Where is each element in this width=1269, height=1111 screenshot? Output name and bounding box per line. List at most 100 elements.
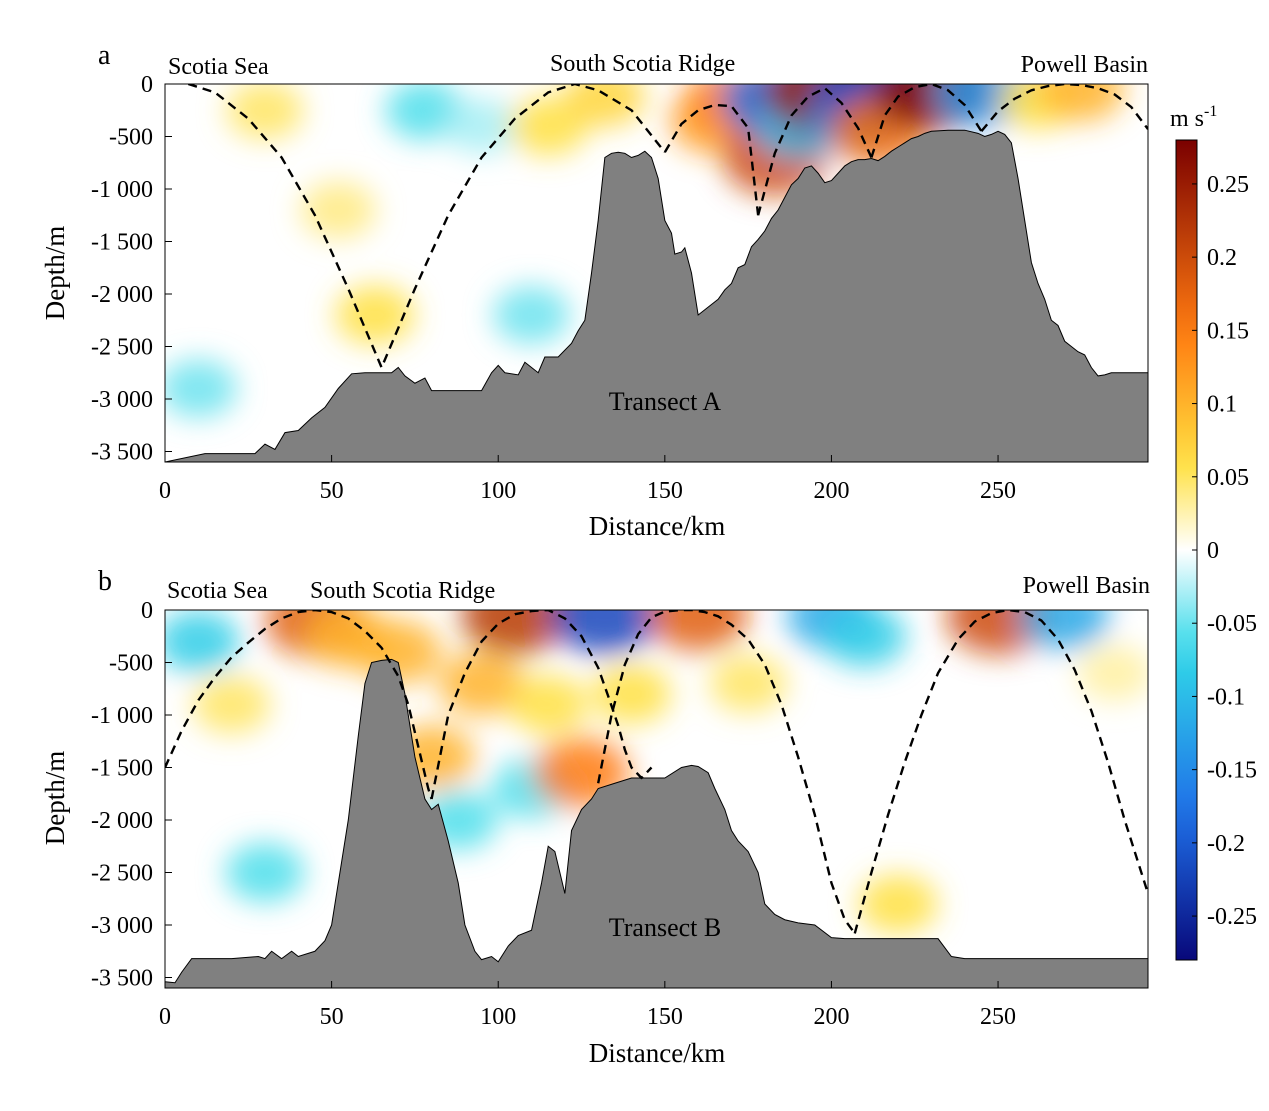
y-axis-label-b: Depth/m	[40, 751, 70, 846]
velocity-blob-a-6	[493, 286, 571, 344]
region-label-scotia-sea-b: Scotia Sea	[167, 578, 268, 604]
x-tick-label-b-5: 250	[980, 1004, 1016, 1030]
colorbar-tick-label-1: 0.2	[1207, 245, 1237, 271]
x-tick-label-b-3: 150	[647, 1004, 683, 1030]
y-tick-label-b-7: -3 500	[91, 966, 153, 992]
dashed-arcs-a	[187, 84, 1148, 369]
velocity-blob-b-13	[551, 610, 659, 655]
velocity-blob-b-9	[461, 610, 569, 655]
colorbar: m s-1 0.25 0.2 0.15 0.1 0.05 0 -0.05 -0.1 -0.15 -…	[1170, 103, 1257, 961]
y-tick-label-a-0: 0	[141, 72, 153, 98]
y-tick-label-b-1: -500	[109, 651, 153, 677]
velocity-blob-a-0	[226, 84, 304, 140]
dashed-arc-b-2	[597, 610, 856, 935]
velocity-blob-b-8	[438, 651, 525, 716]
panel-a: a Scotia Sea South Scotia Ridge Powell B…	[40, 40, 1149, 541]
y-tick-label-b-4: -2 000	[91, 808, 153, 834]
colorbar-tick-label-5: 0	[1207, 538, 1219, 564]
velocity-blob-b-16	[709, 654, 787, 713]
plot-frame-b	[164, 609, 1149, 989]
y-axis-b: 0 -500 -1 000 -1 500 -2 000 -2 500 -3 000 -3 50…	[91, 598, 172, 992]
velocity-blob-a-3	[385, 84, 465, 140]
velocity-blob-a-21	[1038, 84, 1125, 122]
y-tick-label-b-3: -1 500	[91, 756, 153, 782]
dashed-arc-b-1	[430, 610, 653, 800]
x-tick-label-a-3: 150	[647, 478, 683, 504]
x-tick-label-a-0: 0	[159, 478, 171, 504]
x-tick-label-b-2: 100	[480, 1004, 516, 1030]
velocity-blob-b-22	[1077, 645, 1148, 701]
y-tick-label-b-6: -3 000	[91, 913, 153, 939]
dashed-arc-a-3	[870, 84, 983, 158]
velocity-blob-a-7	[508, 96, 588, 156]
plot-area-b	[165, 610, 1148, 988]
panel-b: b Scotia Sea South Scotia Ridge Powell B…	[40, 566, 1150, 1068]
dashed-arc-a-2	[756, 86, 873, 216]
y-tick-label-a-4: -2 000	[91, 282, 153, 308]
colorbar-ticks: 0.25 0.2 0.15 0.1 0.05 0 -0.05 -0.1 -0.15 -0.2 -0.…	[1192, 172, 1257, 930]
colorbar-tick-label-9: -0.2	[1207, 831, 1245, 857]
velocity-blob-b-10	[508, 674, 588, 735]
velocity-blob-b-15	[647, 610, 749, 651]
colorbar-unit-base: m s	[1170, 106, 1204, 132]
velocity-blob-a-5	[165, 359, 237, 418]
region-label-scotia-sea-a: Scotia Sea	[168, 54, 269, 80]
x-axis-label-b: Distance/km	[589, 1038, 725, 1068]
velocity-blob-b-19	[858, 874, 938, 934]
transect-label-b: Transect B	[609, 913, 721, 942]
colorbar-tick-label-8: -0.15	[1207, 758, 1257, 784]
y-tick-label-a-1: -500	[109, 125, 153, 151]
plot-area-a	[165, 84, 1148, 462]
x-tick-label-a-4: 200	[813, 478, 849, 504]
velocity-blob-b-1	[193, 675, 271, 734]
dashed-arc-b-3	[853, 610, 1148, 934]
y-axis-a: 0 -500 -1 000 -1 500 -2 000 -2 500 -3 000 -3 50…	[91, 72, 172, 466]
region-label-powell-basin-b: Powell Basin	[1023, 573, 1150, 599]
colorbar-tick-label-7: -0.1	[1207, 684, 1245, 710]
colorbar-tick-label-10: -0.25	[1207, 904, 1257, 930]
velocity-blob-a-2	[335, 285, 415, 345]
dashed-arc-a-4	[980, 84, 1148, 133]
y-axis-label-a: Depth/m	[40, 226, 70, 321]
panel-letter-a: a	[98, 40, 111, 71]
transect-label-a: Transect A	[609, 387, 722, 416]
colorbar-tick-label-0: 0.25	[1207, 172, 1249, 198]
x-axis-label-a: Distance/km	[589, 511, 725, 541]
colorbar-tick-label-2: 0.15	[1207, 318, 1249, 344]
region-label-south-scotia-ridge-b: South Scotia Ridge	[310, 578, 495, 604]
colorbar-tick-label-3: 0.1	[1207, 392, 1237, 418]
y-tick-label-b-2: -1 000	[91, 703, 153, 729]
y-tick-label-b-5: -2 500	[91, 861, 153, 887]
colorbar-tick-label-4: 0.05	[1207, 465, 1249, 491]
x-tick-label-b-1: 50	[320, 1004, 344, 1030]
y-tick-label-a-3: -1 500	[91, 230, 153, 256]
x-axis-b: 0 50 100 150 200 250	[159, 981, 1016, 1030]
dashed-arc-a-0	[187, 84, 666, 369]
velocity-blob-b-18	[823, 610, 906, 668]
x-tick-label-a-1: 50	[320, 478, 344, 504]
x-tick-label-a-5: 250	[980, 478, 1016, 504]
y-tick-label-a-6: -3 000	[91, 387, 153, 413]
velocity-blob-b-2	[225, 842, 305, 903]
x-tick-label-a-2: 100	[480, 478, 516, 504]
velocity-blob-a-4	[444, 98, 519, 154]
dashed-arc-a-1	[663, 103, 760, 216]
y-tick-label-a-7: -3 500	[91, 440, 153, 466]
y-tick-label-b-0: 0	[141, 598, 153, 624]
dashed-arcs-b	[165, 610, 1148, 935]
velocity-blob-b-0	[165, 610, 240, 673]
region-label-south-scotia-ridge-a: South Scotia Ridge	[550, 51, 735, 77]
colorbar-unit-superscript: -1	[1204, 103, 1217, 120]
x-tick-label-b-0: 0	[159, 1004, 171, 1030]
y-tick-label-a-2: -1 000	[91, 177, 153, 203]
x-axis-a: 0 50 100 150 200 250	[159, 455, 1016, 504]
velocity-blob-b-14	[592, 664, 671, 724]
velocity-blob-a-8	[564, 84, 646, 127]
region-label-powell-basin-a: Powell Basin	[1021, 52, 1148, 78]
x-tick-label-b-4: 200	[813, 1004, 849, 1030]
colorbar-unit: m s-1	[1170, 103, 1217, 132]
plot-frame-a	[164, 83, 1149, 463]
bathymetry-b	[165, 658, 1148, 988]
colorbar-tick-label-6: -0.05	[1207, 611, 1257, 637]
